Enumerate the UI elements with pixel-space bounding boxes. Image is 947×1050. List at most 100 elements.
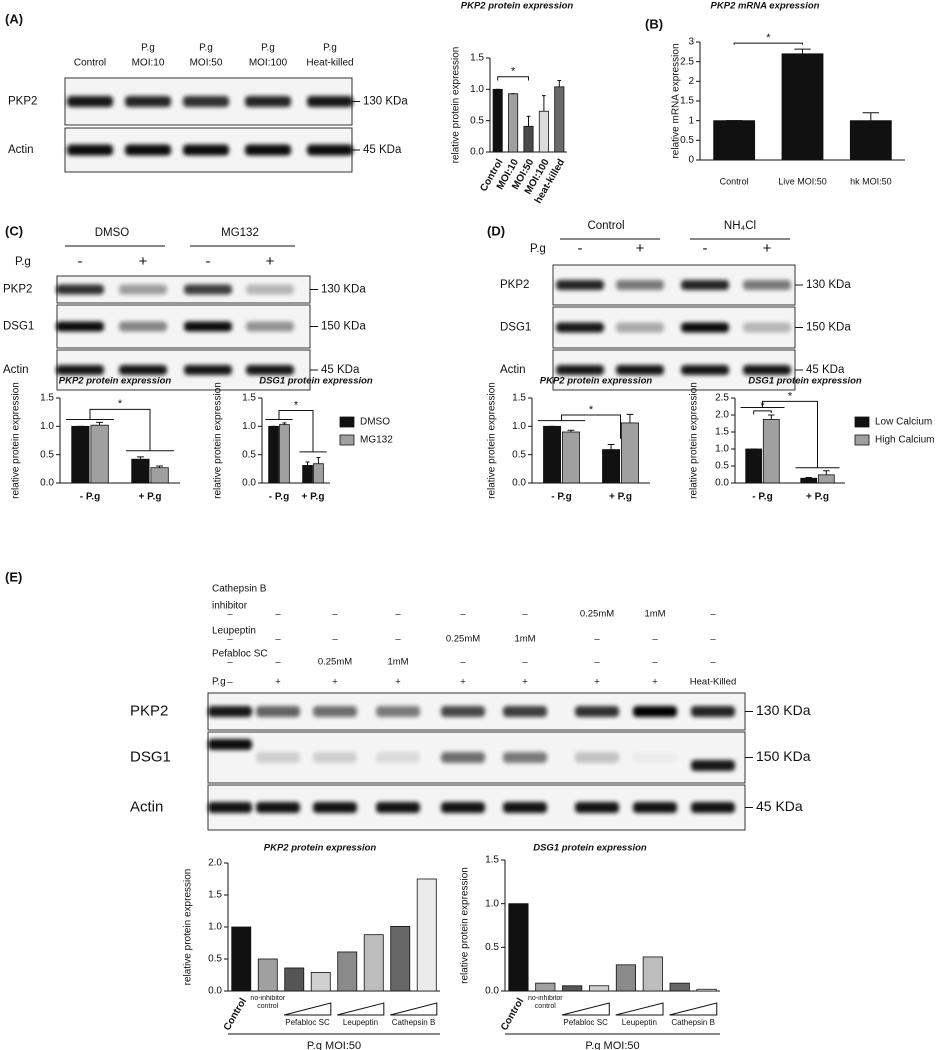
bar [588, 985, 610, 992]
condition-value: – [460, 657, 466, 668]
blot-band [441, 706, 485, 717]
y-tick-label: 2.5 [715, 393, 729, 404]
bar [561, 431, 580, 484]
x-tick-label: - P.g [269, 492, 289, 503]
lane-label: - [206, 253, 211, 270]
y-tick-label: 1.5 [470, 53, 484, 64]
lane-label: P.g [323, 43, 337, 54]
x-tick-label: no-inhibitor control [527, 995, 563, 1010]
bar [543, 425, 562, 484]
y-tick-label: 1.0 [208, 922, 222, 933]
condition-value: + [594, 677, 600, 688]
y-tick-label: 0 [688, 155, 694, 166]
blot-band [503, 802, 547, 813]
x-tick-label: + P.g [609, 492, 632, 503]
bar [492, 88, 503, 153]
condition-value: 0.25mM [580, 609, 614, 620]
blot-band [503, 706, 547, 717]
group-label: Cathepsin B [392, 1018, 436, 1027]
marker-label: 130 KDa [321, 284, 366, 296]
error-bar [768, 414, 775, 420]
bar [313, 463, 324, 484]
condition-value: + [275, 677, 281, 688]
y-tick-label: 1.5 [208, 890, 222, 901]
legend-label: MG132 [360, 435, 393, 446]
condition-value: – [710, 657, 716, 668]
condition-value: – [522, 609, 528, 620]
blot-band [616, 322, 664, 333]
blot-band [307, 96, 353, 107]
blot-band [256, 802, 300, 813]
bar [279, 424, 290, 484]
blot-band [681, 365, 729, 375]
group-label: Leupeptin [343, 1018, 378, 1027]
blot-row-label: PKP2 [8, 96, 37, 108]
y-tick-label: 0.5 [485, 942, 499, 953]
condition-value: – [594, 657, 600, 668]
x-tick-label: - P.g [80, 492, 100, 503]
lane-label: P.g [199, 43, 213, 54]
group-wedge [390, 1002, 438, 1016]
lane-label: Heat-killed [306, 58, 353, 69]
bar [817, 474, 835, 484]
blot-band [245, 96, 291, 107]
condition-value: – [594, 634, 600, 645]
bar [696, 988, 717, 992]
y-tick-label: 0.0 [242, 478, 256, 489]
panel-label: (C) [5, 223, 23, 238]
y-tick-label: 0.5 [242, 449, 256, 460]
blot-row-label: Actin [3, 364, 29, 376]
y-axis-label: relative protein expression [460, 867, 471, 984]
lane-label: + [139, 253, 148, 270]
y-tick-label: 0.0 [40, 478, 54, 489]
blot-band [184, 365, 232, 375]
bar [508, 93, 519, 153]
condition-value: – [652, 657, 658, 668]
blot-band [633, 706, 677, 717]
blot-row-label: DSG1 [130, 748, 171, 765]
condition-value: Heat-Killed [690, 677, 736, 688]
x-tick-label: Live MOI:50 [778, 176, 827, 186]
y-tick-label: 1.0 [242, 421, 256, 432]
condition-value: + [652, 677, 658, 688]
significance-bracket [537, 414, 621, 439]
bar [535, 982, 556, 992]
significance-bracket [740, 400, 840, 469]
error-bar [626, 413, 634, 423]
group-label: Leupeptin [622, 1018, 657, 1027]
bar [90, 424, 109, 484]
blot-band [441, 752, 485, 763]
legend-label: Low Calcium [875, 417, 932, 428]
legend-label: High Calcium [875, 435, 934, 446]
chart-title: PKP2 protein expression [461, 1, 574, 12]
blot-band [184, 321, 232, 332]
blot-row-label: DSG1 [500, 322, 531, 334]
treatment-label: P.g [530, 243, 546, 255]
y-tick-label: 1.0 [40, 421, 54, 432]
y-tick-label: 0.0 [715, 478, 729, 489]
significance-star: * [118, 398, 123, 410]
group-label: Pefabloc SC [285, 1018, 330, 1027]
error-bar [156, 465, 164, 468]
legend-label: DMSO [360, 417, 390, 428]
y-axis-label: relative protein expression [689, 382, 700, 499]
condition-value: + [332, 677, 338, 688]
y-tick-label: 0.0 [512, 478, 526, 489]
blot-band [681, 280, 729, 290]
y-tick-label: 1.5 [40, 393, 54, 404]
x-axis-label: P.g MOI:50 [307, 1040, 361, 1050]
condition-value: – [710, 609, 716, 620]
blot-band [125, 144, 171, 156]
blot-band [575, 802, 619, 813]
blot-band [56, 321, 104, 332]
error-bar [794, 48, 811, 54]
y-tick-label: 1.5 [242, 393, 256, 404]
chart-title: PKP2 protein expression [540, 376, 653, 387]
error-bar [862, 112, 880, 121]
significance-bracket [753, 410, 772, 415]
chart-title: DSG1 protein expression [259, 376, 373, 387]
treatment-label: P.g [15, 256, 31, 268]
condition-value: 1mM [387, 657, 408, 668]
bar [554, 86, 565, 153]
chart-title: PKP2 protein expression [59, 376, 172, 387]
